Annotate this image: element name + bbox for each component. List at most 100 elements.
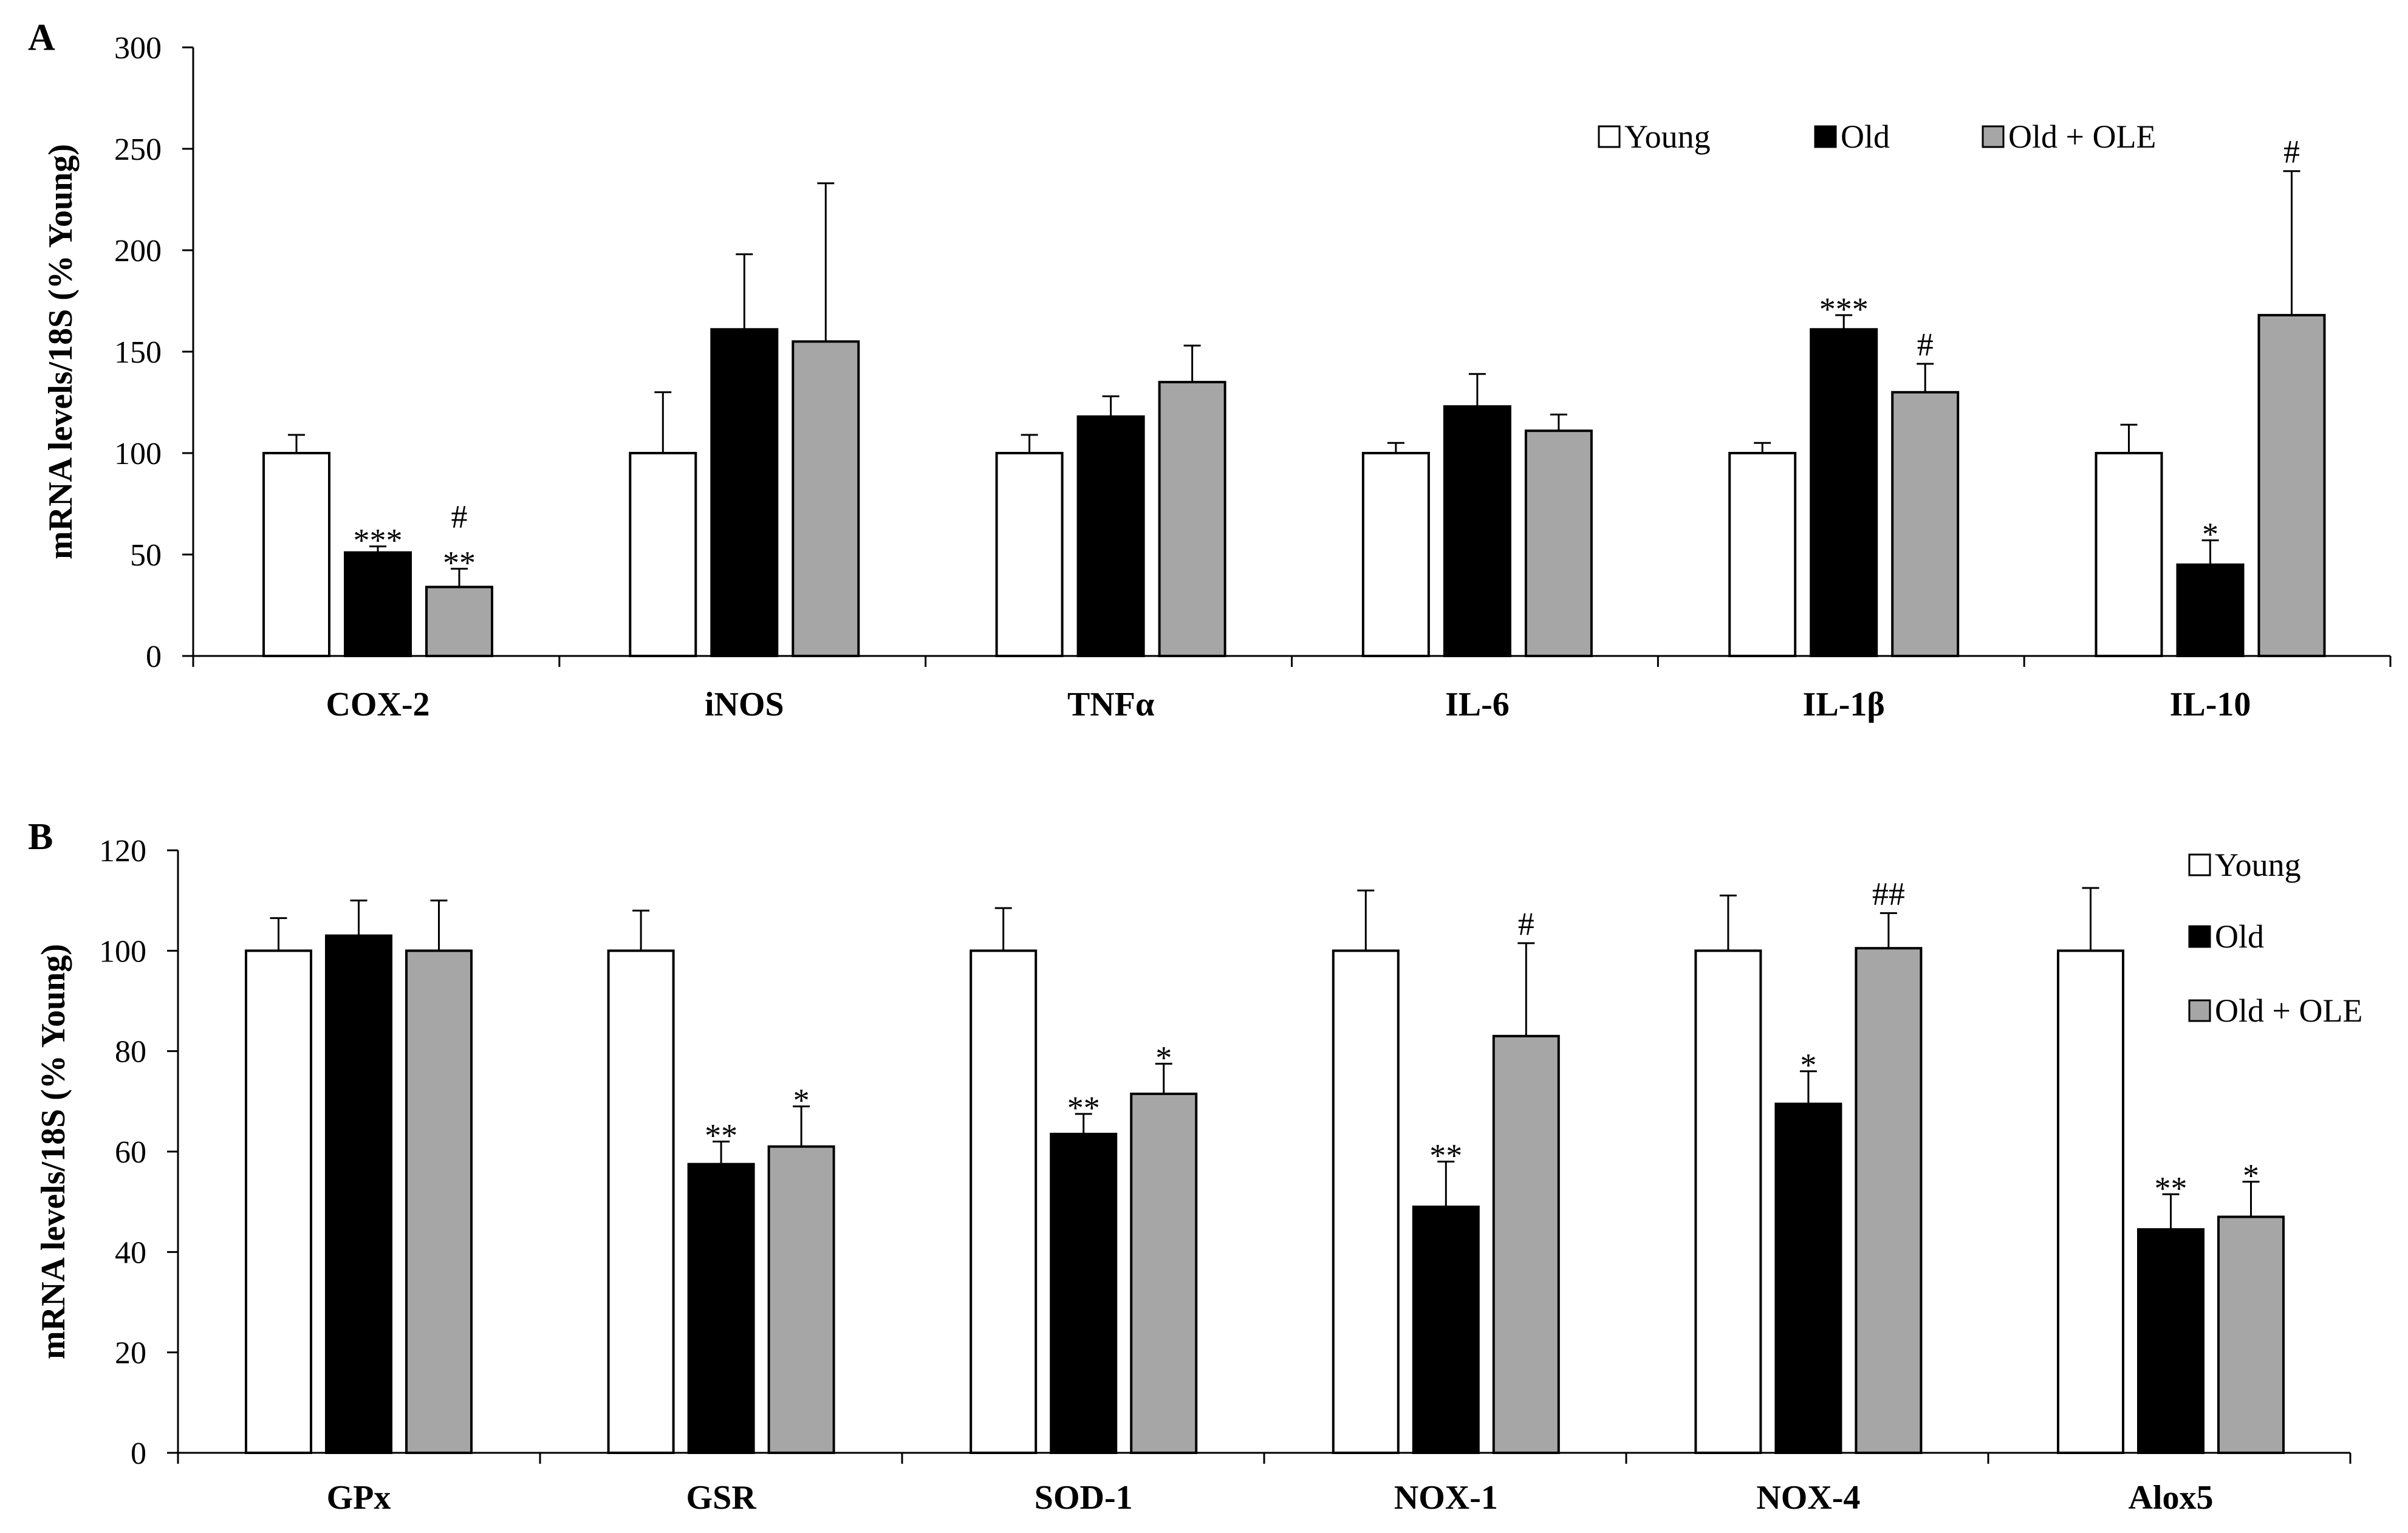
bar <box>425 586 493 657</box>
y-tick-label: 50 <box>130 538 162 573</box>
significance-label: * <box>2243 1158 2259 1194</box>
bar <box>245 949 312 1455</box>
significance-label: ## <box>1872 875 1905 912</box>
legend-swatch <box>2188 925 2211 948</box>
category-label: SOD-1 <box>1035 1479 1133 1517</box>
category-label: GSR <box>686 1479 757 1517</box>
y-tick-label: 40 <box>115 1235 146 1270</box>
bar <box>1076 415 1145 657</box>
y-tick-label: 300 <box>114 31 162 66</box>
y-tick-label: 0 <box>131 1436 146 1471</box>
category-label: IL-10 <box>2170 686 2251 723</box>
panel-letter: A <box>28 17 55 58</box>
significance-label: * <box>2202 516 2218 553</box>
category-label: Alox5 <box>2129 1479 2214 1517</box>
legend-label: Old <box>1841 118 1890 155</box>
significance-label: # <box>2283 134 2300 170</box>
bar <box>1694 949 1762 1455</box>
significance-label: *** <box>354 522 403 559</box>
legend-label: Old + OLE <box>2008 118 2156 155</box>
bar <box>629 452 697 657</box>
bar <box>1524 429 1593 657</box>
legend-label: Young <box>2215 847 2301 883</box>
bar <box>1412 1205 1480 1455</box>
y-tick-label: 250 <box>114 132 162 167</box>
significance-label: * <box>1155 1039 1172 1076</box>
y-tick-label: 120 <box>99 834 146 869</box>
y-tick-label: 60 <box>115 1135 146 1170</box>
bar <box>1361 452 1430 657</box>
bar <box>995 452 1064 657</box>
category-label: GPx <box>327 1479 391 1517</box>
significance-label: ** <box>443 544 476 581</box>
bar <box>1050 1133 1118 1454</box>
bar <box>1492 1034 1560 1455</box>
legend-label: Old + OLE <box>2215 992 2362 1029</box>
bar <box>1810 328 1878 657</box>
y-axis-label: mRNA levels/18S (% Young) <box>42 144 80 559</box>
significance-label: ** <box>1429 1138 1462 1174</box>
bar <box>792 340 860 657</box>
significance-label: # <box>1518 906 1534 942</box>
bar <box>710 328 779 657</box>
significance-label: * <box>793 1082 810 1119</box>
bar <box>2257 313 2326 657</box>
bar <box>2217 1215 2285 1454</box>
y-axis-label: mRNA levels/18S (% Young) <box>35 944 72 1359</box>
bar <box>2057 949 2124 1455</box>
significance-label: # <box>1917 326 1934 363</box>
bar <box>2176 563 2245 658</box>
bar <box>607 949 675 1455</box>
bar <box>1855 947 1923 1454</box>
bar <box>1443 405 1511 657</box>
y-tick-label: 0 <box>146 640 162 674</box>
bar <box>1774 1102 1842 1454</box>
bar <box>687 1163 755 1454</box>
category-label: iNOS <box>705 686 784 723</box>
category-label: IL-6 <box>1445 686 1510 723</box>
bar <box>1130 1092 1198 1454</box>
bar <box>767 1145 835 1454</box>
legend-swatch <box>1982 125 2005 148</box>
bar <box>262 452 330 657</box>
bar <box>1891 391 1960 657</box>
legend-label: Old <box>2215 918 2264 955</box>
panel-letter: B <box>28 816 53 858</box>
legend-swatch <box>1814 125 1837 148</box>
legend: Young Old Old + OLE <box>1598 118 2156 155</box>
legend-swatch <box>2188 853 2211 876</box>
bar <box>1332 949 1400 1455</box>
y-tick-label: 150 <box>114 335 162 370</box>
bar <box>1158 381 1226 657</box>
category-label: TNFα <box>1067 686 1154 723</box>
significance-label: ** <box>1067 1090 1100 1126</box>
category-label: NOX-4 <box>1756 1479 1860 1517</box>
bar <box>1728 452 1797 657</box>
significance-label: # <box>451 498 468 534</box>
legend-swatch <box>2188 999 2211 1022</box>
bar <box>344 551 412 657</box>
bar <box>2095 452 2163 657</box>
bar <box>325 934 392 1454</box>
significance-label: * <box>1800 1047 1816 1084</box>
bar <box>2137 1228 2204 1454</box>
legend-swatch <box>1598 125 1621 148</box>
y-tick-label: 20 <box>115 1336 146 1371</box>
y-tick-label: 80 <box>115 1035 146 1070</box>
significance-label: *** <box>1819 291 1869 327</box>
legend: Young Old Old + OLE <box>2188 847 2362 1029</box>
significance-label: ** <box>705 1117 737 1153</box>
y-tick-label: 100 <box>99 934 146 969</box>
category-label: NOX-1 <box>1394 1479 1498 1517</box>
legend-label: Young <box>1624 118 1711 155</box>
category-label: COX-2 <box>326 686 429 723</box>
bar <box>405 949 473 1455</box>
bar <box>970 949 1038 1455</box>
y-tick-label: 100 <box>114 437 162 471</box>
significance-label: ** <box>2155 1170 2187 1206</box>
category-label: IL-1β <box>1803 686 1885 723</box>
y-tick-label: 200 <box>114 234 162 268</box>
